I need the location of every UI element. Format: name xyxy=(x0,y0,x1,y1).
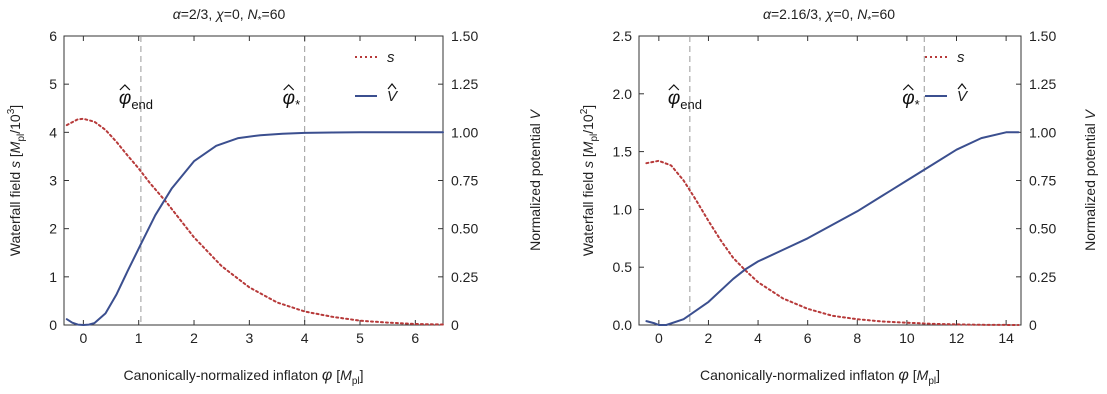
annotation-2: φ* xyxy=(283,88,300,112)
x-axis-label: Canonically-normalized inflaton φ [Mpl] xyxy=(700,367,940,387)
y2-tick-label: 0 xyxy=(1029,317,1037,333)
chart-panel-2: 0 2 4 6 8 10 12 14 0.0 0.5 1.0 1.5 2.0 2.5 0 0.25 0.50 0.… xyxy=(579,6,1098,387)
x-tick-label: 10 xyxy=(899,330,915,346)
y2-tick-label: 0.50 xyxy=(451,221,478,237)
chart-title: α=2.16/3, χ=0, N*=60 xyxy=(763,6,895,26)
plot-frame xyxy=(63,35,444,326)
y-tick-label: 2.0 xyxy=(613,86,633,102)
y-tick-label: 0.5 xyxy=(613,259,633,275)
y2-tick-label: 1.00 xyxy=(451,124,478,140)
y-tick-label: 6 xyxy=(49,28,57,44)
y2-tick-label: 1.25 xyxy=(1029,76,1056,92)
x-tick-label: 8 xyxy=(853,330,861,346)
legend-label-s: s xyxy=(387,49,395,66)
y2-tick-label: 0.75 xyxy=(451,173,478,189)
y-tick-label: 4 xyxy=(49,124,57,140)
hat-accent xyxy=(957,83,967,90)
x-axis-label: Canonically-normalized inflaton φ [Mpl] xyxy=(123,367,363,387)
legend-label-s: s xyxy=(957,49,965,66)
hat-accent xyxy=(283,84,295,91)
legend: sV xyxy=(355,49,399,105)
series-line-V xyxy=(645,131,1020,326)
y-tick-label: 0 xyxy=(49,317,57,333)
annotation-1: φend xyxy=(668,88,702,112)
series-line-s xyxy=(65,117,444,326)
x-tick-label: 5 xyxy=(356,330,364,346)
y2-tick-label: 0 xyxy=(451,317,459,333)
x-tick-label: 2 xyxy=(705,330,713,346)
x-tick-label: 14 xyxy=(998,330,1014,346)
y2-tick-label: 0.75 xyxy=(1029,173,1056,189)
y-tick-label: 0.0 xyxy=(613,317,633,333)
y2-tick-label: 1.25 xyxy=(451,76,478,92)
y-axis-label: Waterfall field s [Mpl/103] xyxy=(6,105,27,256)
x-tick-label: 2 xyxy=(190,330,198,346)
x-tick-label: 1 xyxy=(135,330,143,346)
legend-label-V: V xyxy=(957,88,969,105)
annotation-1: φend xyxy=(119,88,153,112)
y-tick-label: 3 xyxy=(49,173,57,189)
chart-panel-1: 0 1 2 3 4 5 6 0 1 2 3 4 5 6 0 0.25 0.50 0.75 1.00 1.25 1.50 α… xyxy=(6,6,543,387)
series-line-s xyxy=(645,159,1020,326)
x-tick-label: 0 xyxy=(79,330,87,346)
y2-axis-label: Normalized potential V xyxy=(1082,108,1098,251)
x-tick-label: 3 xyxy=(245,330,253,346)
y-tick-label: 5 xyxy=(49,76,57,92)
y-axis-label: Waterfall field s [Mpl/102] xyxy=(579,105,600,256)
x-tick-label: 4 xyxy=(301,330,309,346)
series-line-V xyxy=(65,131,444,326)
legend: sV xyxy=(925,49,969,105)
y2-tick-label: 0.25 xyxy=(1029,269,1056,285)
y2-tick-label: 0.50 xyxy=(1029,221,1056,237)
hat-accent xyxy=(119,84,131,91)
y-tick-label: 2.5 xyxy=(613,28,633,44)
x-tick-label: 0 xyxy=(655,330,663,346)
y-tick-label: 2 xyxy=(49,221,57,237)
legend-label-V: V xyxy=(387,88,399,105)
y2-tick-label: 1.00 xyxy=(1029,124,1056,140)
hat-accent xyxy=(668,84,680,91)
y-tick-label: 1.0 xyxy=(613,201,633,217)
x-tick-label: 6 xyxy=(804,330,812,346)
y-tick-label: 1 xyxy=(49,269,57,285)
y2-tick-label: 1.50 xyxy=(451,28,478,44)
hat-accent xyxy=(387,83,397,90)
x-tick-label: 4 xyxy=(754,330,762,346)
y2-axis-label: Normalized potential V xyxy=(527,108,543,251)
y2-tick-label: 0.25 xyxy=(451,269,478,285)
x-tick-label: 6 xyxy=(411,330,419,346)
y2-tick-label: 1.50 xyxy=(1029,28,1056,44)
chart-title: α=2/3, χ=0, N*=60 xyxy=(173,6,286,26)
annotation-2: φ* xyxy=(902,88,919,112)
y-tick-label: 1.5 xyxy=(613,144,633,160)
hat-accent xyxy=(902,84,914,91)
x-tick-label: 12 xyxy=(949,330,965,346)
plot-frame xyxy=(638,35,1022,326)
